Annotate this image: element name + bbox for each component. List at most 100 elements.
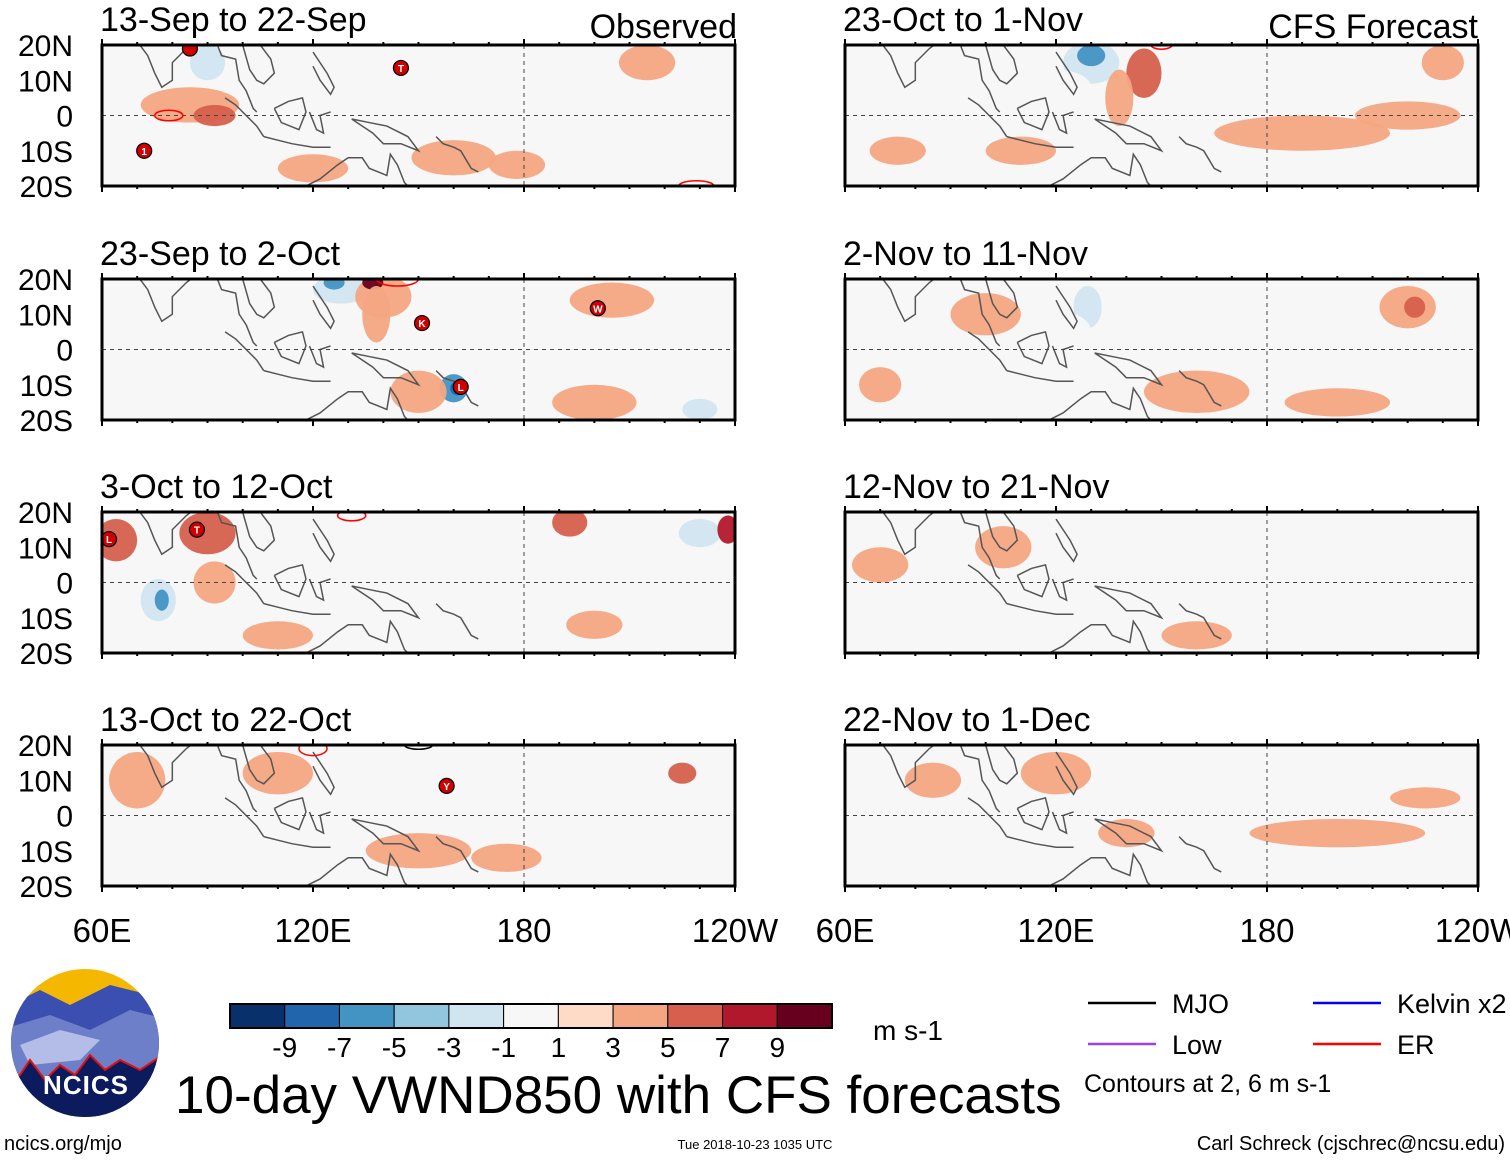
- coastline: [241, 279, 276, 319]
- lon-tick-label: 120E: [274, 912, 351, 949]
- panel-title: 23-Oct to 1-Nov: [843, 1, 1083, 39]
- anomaly-region: [1077, 45, 1106, 67]
- anomaly-region: [225, 66, 296, 95]
- lon-tick-label: 180: [496, 912, 551, 949]
- anomaly-region: [1379, 854, 1436, 883]
- coastline: [1055, 518, 1078, 563]
- figure-title: 10-day VWND850 with CFS forecasts: [175, 1066, 1062, 1125]
- anomaly-region: [852, 547, 909, 583]
- wave-contour-er: [298, 745, 328, 757]
- panel-content: [845, 745, 1478, 886]
- anomaly-region: [1020, 69, 1092, 105]
- panel-content: K L W: [102, 279, 735, 420]
- anomaly-region: [1284, 388, 1391, 417]
- colorbar-swatch: [722, 1003, 778, 1029]
- tropical-cyclone-icon: K: [413, 314, 431, 332]
- coastline: [263, 369, 331, 382]
- anomaly-region: [908, 80, 993, 116]
- cyclone-marker: [392, 59, 410, 77]
- svg-text:NCICS: NCICS: [43, 1070, 129, 1100]
- anomaly-region: [189, 45, 226, 81]
- colorbar-label: 7: [715, 1032, 731, 1063]
- coastline: [984, 45, 1019, 85]
- anomaly-region: [1105, 69, 1134, 127]
- anomaly-region: [1098, 515, 1155, 544]
- panel-title: 23-Sep to 2-Oct: [100, 235, 341, 273]
- cyclone-label: T: [194, 526, 200, 537]
- anomaly-region: [1161, 621, 1232, 650]
- lat-tick-label: 20N: [18, 30, 73, 63]
- coastline: [308, 811, 331, 835]
- forecast-label: CFS Forecast: [1268, 8, 1478, 46]
- panel-content: [845, 512, 1478, 653]
- footer-url[interactable]: ncics.org/mjo: [4, 1133, 122, 1155]
- panel-content: Y: [102, 745, 735, 886]
- panel-title: 12-Nov to 21-Nov: [843, 468, 1109, 506]
- panel-content: [845, 279, 1478, 420]
- anomaly-region: [298, 526, 398, 583]
- lat-tick-label: 20S: [20, 171, 73, 204]
- lon-tick-label: 180: [1239, 912, 1294, 949]
- anomaly-region: [488, 150, 546, 179]
- cyclone-label: W: [593, 304, 603, 315]
- cyclone-label: L: [458, 383, 464, 394]
- coastline: [308, 578, 331, 602]
- anomaly-region: [172, 769, 243, 827]
- anomaly-region: [1020, 310, 1092, 354]
- anomaly-region: [411, 140, 496, 176]
- colorbar-swatch: [503, 1003, 559, 1029]
- coastline: [273, 330, 307, 365]
- coastline: [1178, 603, 1222, 640]
- map-panel: 12-Nov to 21-Nov: [843, 468, 1480, 659]
- map-panel: 22-Nov to 1-Dec: [843, 701, 1480, 892]
- colorbar-swatch: [612, 1003, 669, 1029]
- coastline: [1051, 811, 1074, 835]
- coastline: [241, 45, 276, 85]
- cyclone-marker: [102, 531, 118, 548]
- tropical-cyclone-icon: L: [102, 531, 118, 548]
- lat-tick-label: 10N: [18, 765, 73, 798]
- lat-tick-label: 0: [56, 335, 73, 368]
- colorbar-swatch: [229, 1003, 286, 1029]
- colorbar-swatch: [776, 1003, 833, 1029]
- anomaly-region: [668, 762, 697, 784]
- anomaly-region: [179, 512, 236, 555]
- anomaly-region: [154, 589, 169, 611]
- coastline: [1047, 152, 1153, 186]
- coastline: [1055, 285, 1078, 330]
- colorbar-label: 1: [551, 1032, 567, 1063]
- cyclone-label: L: [106, 535, 112, 546]
- ncics-logo: NCICS: [11, 969, 159, 1117]
- lat-tick-label: 10S: [20, 836, 73, 869]
- coastline: [138, 512, 258, 580]
- lat-tick-label: 10N: [18, 299, 73, 332]
- coastline: [304, 619, 410, 653]
- cyclone-label: Y: [443, 782, 450, 793]
- anomaly-region: [975, 526, 1032, 569]
- coastline: [1006, 369, 1074, 382]
- lon-tick-label: 120W: [1435, 912, 1510, 949]
- coastline: [308, 345, 331, 369]
- coastline: [351, 118, 421, 153]
- tropical-cyclone-icon: W: [589, 300, 606, 317]
- coastline: [1016, 96, 1050, 131]
- coastline: [263, 135, 331, 148]
- colorbar-label: 5: [660, 1032, 676, 1063]
- cyclone-marker: [181, 45, 199, 57]
- lat-tick-label: 0: [56, 801, 73, 834]
- lon-tick-label: 60E: [73, 912, 132, 949]
- anomaly-region: [922, 603, 979, 632]
- coastline: [312, 285, 335, 330]
- tropical-cyclone-icon: 1: [136, 142, 153, 159]
- colorbar: -9 -7 -5 -3 -1 1 3 5 7 9: [229, 1003, 833, 1063]
- coastline: [1051, 111, 1074, 135]
- coastline: [1006, 135, 1074, 148]
- colorbar-label: -3: [436, 1032, 461, 1063]
- lat-tick-label: 20N: [18, 264, 73, 297]
- wave-contour-er: [336, 512, 367, 522]
- panel-content: [845, 45, 1478, 186]
- footer-timestamp: Tue 2018-10-23 1035 UTC: [678, 1137, 833, 1152]
- panel-content: LT: [102, 512, 735, 653]
- anomaly-region: [1249, 819, 1426, 848]
